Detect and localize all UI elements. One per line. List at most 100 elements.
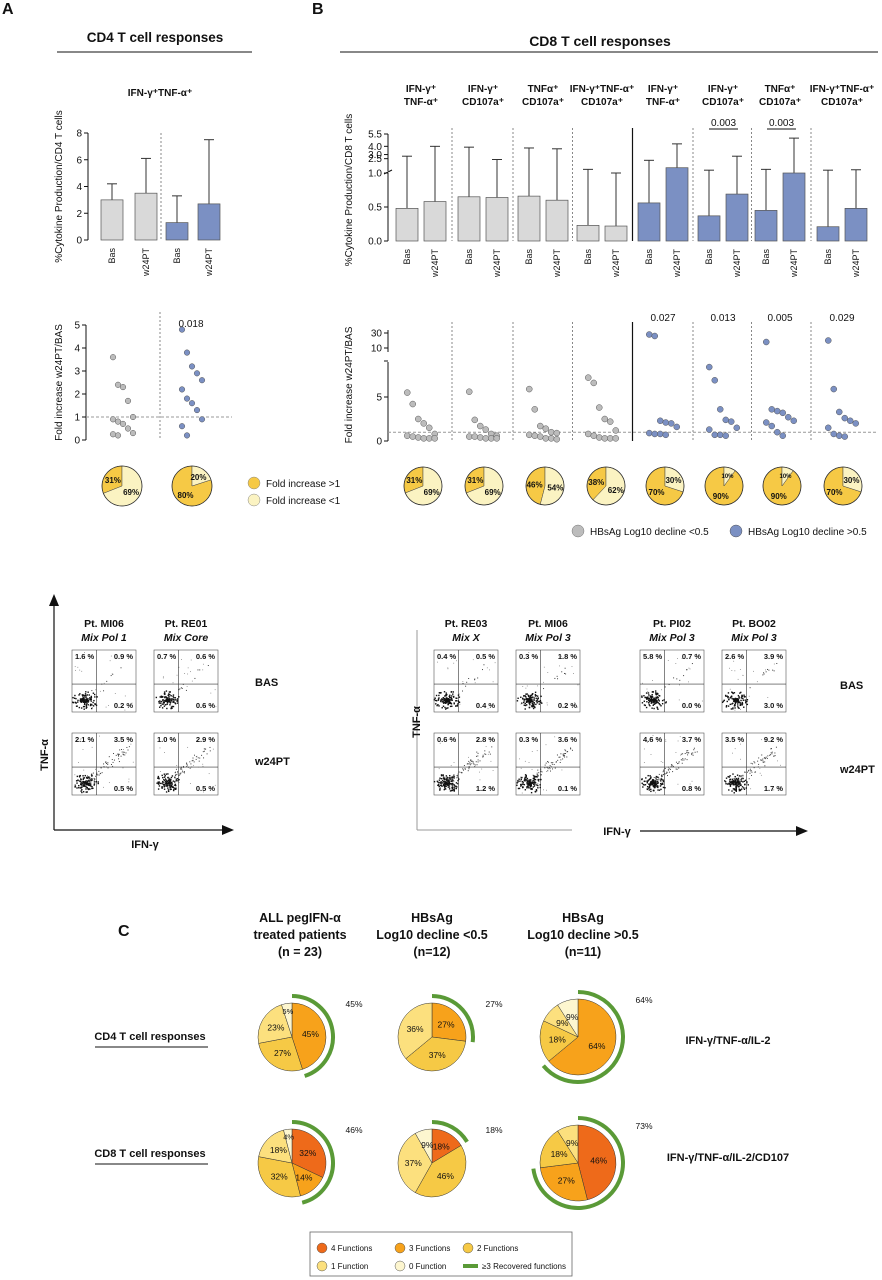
event-dot <box>451 786 454 788</box>
event-dot <box>187 673 189 675</box>
event-dot <box>762 760 764 762</box>
event-dot <box>79 698 82 700</box>
x-tick-label: Bas <box>172 248 182 264</box>
event-dot <box>664 686 666 688</box>
data-point <box>109 354 117 361</box>
group-label-line1: TNFα⁺ <box>528 84 559 95</box>
legend-hbsag: HBsAg Log10 decline <0.5 HBsAg Log10 dec… <box>571 524 867 538</box>
event-dot <box>110 675 112 677</box>
event-dot <box>112 761 114 763</box>
event-dot <box>539 699 542 702</box>
flow-plot-frame <box>721 732 787 796</box>
event-dot <box>650 695 652 698</box>
event-dot <box>170 779 172 781</box>
pie-label: 37% <box>429 1050 446 1060</box>
group-label-line2: CD107a⁺ <box>702 97 744 108</box>
event-dot <box>440 778 443 780</box>
event-dot <box>532 707 535 710</box>
event-dot <box>738 784 740 786</box>
recovered-label: 18% <box>485 1125 502 1135</box>
event-dot <box>74 786 76 788</box>
event-dot <box>547 770 549 772</box>
event-dot <box>160 696 162 698</box>
pie-label-lt1: 30% <box>665 476 681 485</box>
event-dot <box>443 691 446 693</box>
event-dot <box>682 758 684 760</box>
event-dot <box>657 702 659 704</box>
event-dot <box>83 777 86 779</box>
event-dot <box>440 784 443 786</box>
event-dot <box>468 766 470 768</box>
bar <box>637 202 661 242</box>
event-dot <box>448 786 451 788</box>
event-dot <box>187 746 189 748</box>
event-dot <box>203 748 205 750</box>
event-dot <box>531 705 534 707</box>
event-dot <box>651 782 654 785</box>
event-dot <box>93 779 95 781</box>
event-dot <box>696 653 698 655</box>
event-dot <box>169 697 171 700</box>
data-point <box>183 395 191 402</box>
event-dot <box>765 671 767 673</box>
event-dot <box>172 694 175 696</box>
event-dot <box>668 771 670 773</box>
event-dot <box>654 784 656 786</box>
group-label-line2: CD107a⁺ <box>522 97 564 108</box>
event-dot <box>207 665 209 667</box>
event-dot <box>655 781 657 783</box>
event-dot <box>449 790 452 792</box>
group-label-line2: TNF-α⁺ <box>404 97 438 108</box>
event-dot <box>666 771 668 773</box>
event-dot <box>477 759 479 761</box>
event-dot <box>672 765 674 767</box>
event-dot <box>547 761 549 763</box>
event-dot <box>648 697 651 700</box>
event-dot <box>183 766 185 768</box>
event-dot <box>175 771 177 773</box>
event-dot <box>646 688 648 690</box>
event-dot <box>161 695 164 698</box>
data-point <box>590 432 597 439</box>
event-dot <box>540 768 542 770</box>
y-tick-label: 0 <box>376 437 382 448</box>
event-dot <box>675 768 677 770</box>
event-dot <box>486 667 488 669</box>
event-dot <box>89 788 91 790</box>
patient-name: Pt. BO02 <box>732 618 776 630</box>
event-dot <box>748 770 750 772</box>
event-dot <box>740 782 742 784</box>
event-dot <box>176 773 178 775</box>
event-dot <box>74 666 76 668</box>
event-dot <box>660 778 662 780</box>
event-dot <box>764 757 766 759</box>
event-dot <box>662 779 664 781</box>
event-dot <box>742 697 744 700</box>
event-dot <box>169 784 171 787</box>
event-dot <box>84 699 86 701</box>
event-dot <box>167 779 170 782</box>
row-label-bas: BAS <box>255 677 278 689</box>
event-dot <box>445 781 447 783</box>
event-dot <box>446 700 448 703</box>
event-dot <box>445 699 447 701</box>
event-dot <box>529 701 532 704</box>
event-dot <box>161 703 164 705</box>
pie-slice <box>397 1002 433 1060</box>
event-dot <box>81 670 83 672</box>
data-point <box>482 435 489 442</box>
event-dot <box>525 693 527 695</box>
event-dot <box>732 707 734 709</box>
data-point <box>420 420 427 427</box>
event-dot <box>450 789 453 792</box>
event-dot <box>103 766 105 768</box>
event-dot <box>648 787 650 789</box>
event-dot <box>82 777 85 779</box>
pie-slice <box>257 1156 301 1198</box>
event-dot <box>528 702 530 705</box>
event-dot <box>447 707 449 709</box>
event-dot <box>530 699 532 701</box>
event-dot <box>97 782 99 785</box>
event-dot <box>191 760 193 762</box>
event-dot <box>165 773 168 775</box>
